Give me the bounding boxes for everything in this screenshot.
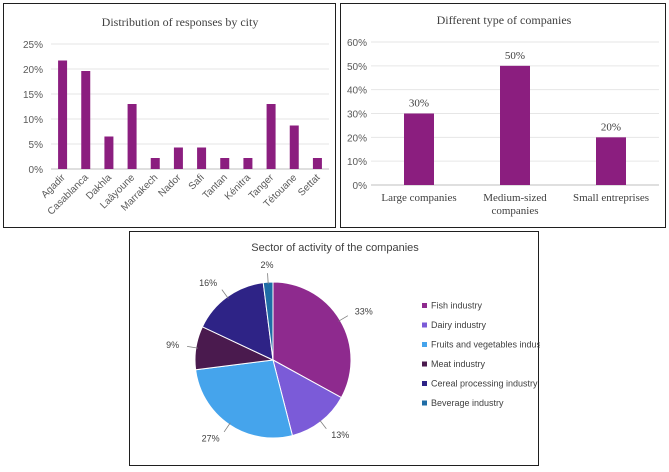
company-types-chart-panel: Different type of companies 0% 10% 20% 30% 40…	[340, 3, 666, 228]
y-tick-label: 15%	[23, 90, 43, 101]
x-tick-label: Kénitra	[223, 172, 253, 202]
chart-title: Distribution of responses by city	[102, 15, 259, 29]
bar	[220, 158, 230, 169]
y-tick-label: 40%	[347, 86, 367, 97]
leader-line	[338, 315, 349, 322]
x-tick-label: Small entreprises	[573, 192, 649, 204]
sector-activity-chart-panel: Sector of activity of the companies 33% 13…	[129, 231, 540, 466]
leader-line	[221, 289, 229, 299]
bar	[243, 158, 253, 169]
y-tick-label: 0%	[29, 165, 44, 176]
chart-title: Different type of companies	[437, 13, 572, 27]
data-label: 20%	[601, 121, 621, 133]
data-label: 50%	[505, 50, 525, 62]
bar	[127, 104, 137, 169]
legend-label: Dairy industry	[431, 320, 487, 330]
bar	[596, 137, 626, 185]
bar	[197, 147, 207, 169]
bar	[150, 158, 160, 169]
y-tick-label: 0%	[353, 181, 368, 192]
y-tick-label: 50%	[347, 62, 367, 73]
legend-swatch	[422, 361, 427, 367]
x-tick-label: Settat	[296, 172, 322, 198]
slice-label: 9%	[166, 340, 179, 350]
y-tick-label: 20%	[347, 133, 367, 144]
slice-label: 33%	[355, 307, 373, 317]
legend-label: Meat industry	[431, 359, 486, 369]
legend-swatch	[422, 342, 427, 347]
legend-swatch	[422, 400, 427, 406]
sector-activity-pie-chart: Sector of activity of the companies 33% 13…	[166, 242, 540, 444]
bar	[104, 136, 114, 169]
legend-label: Beverage industry	[431, 398, 504, 408]
slice-label: 2%	[261, 260, 274, 270]
y-tick-label: 30%	[347, 110, 367, 121]
legend-label: Cereal processing industry	[431, 379, 538, 389]
bar	[312, 158, 322, 169]
slice-label: 13%	[331, 430, 349, 440]
legend-swatch	[422, 303, 427, 308]
x-tick-label: Large companies	[381, 192, 456, 204]
slice-label: 16%	[199, 278, 217, 288]
bar	[500, 65, 530, 185]
bar	[58, 60, 68, 169]
leader-line	[267, 273, 269, 285]
x-tick-label: Safi	[187, 172, 207, 192]
y-tick-label: 20%	[23, 65, 43, 76]
company-types-chart: Different type of companies 0% 10% 20% 30% 40…	[347, 13, 659, 217]
legend-swatch	[422, 381, 427, 386]
legend-label: Fish industry	[431, 301, 483, 311]
bar	[81, 71, 91, 169]
legend-swatch	[422, 322, 427, 328]
bar	[404, 113, 434, 185]
y-tick-label: 60%	[347, 38, 367, 49]
bar	[173, 147, 183, 169]
y-tick-label: 25%	[23, 40, 43, 51]
bar	[266, 104, 276, 169]
chart-title: Sector of activity of the companies	[251, 242, 419, 254]
leader-line	[319, 419, 327, 429]
leader-line	[223, 422, 231, 433]
leader-line	[187, 345, 198, 349]
y-tick-label: 10%	[23, 115, 43, 126]
slice-label: 27%	[202, 434, 220, 444]
city-distribution-chart: Distribution of responses by city 0% 5% 10%…	[23, 15, 329, 217]
bar	[289, 125, 299, 169]
x-tick-label: Medium-sized companies	[483, 192, 547, 217]
x-tick-label: Nador	[156, 172, 184, 200]
legend-label: Fruits and vegetables industry	[431, 340, 540, 350]
y-tick-label: 10%	[347, 157, 367, 168]
data-label: 30%	[409, 98, 429, 110]
y-tick-label: 5%	[29, 140, 44, 151]
city-distribution-chart-panel: Distribution of responses by city 0% 5% 10%…	[3, 3, 336, 228]
